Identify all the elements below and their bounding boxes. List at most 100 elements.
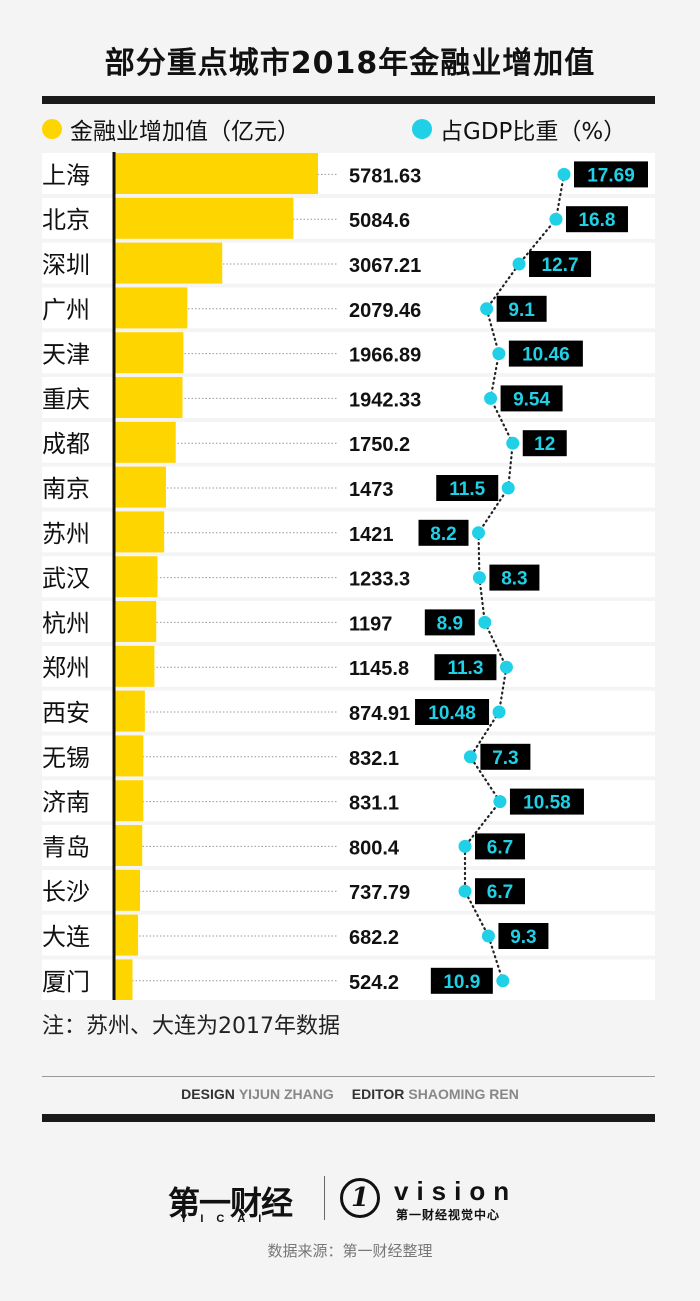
pct-label: 11.3 [447, 658, 483, 679]
pct-point [458, 839, 472, 853]
pct-point [501, 481, 515, 495]
pct-label: 16.8 [578, 210, 615, 231]
row-band [42, 959, 655, 1000]
category-label: 济南 [42, 789, 90, 817]
pct-point [458, 884, 472, 898]
bar [114, 825, 143, 866]
bar-value-label: 1421 [349, 524, 394, 546]
legend-dot-swatch [412, 119, 432, 139]
category-label: 长沙 [42, 878, 90, 906]
category-label: 武汉 [42, 565, 90, 593]
bar [114, 421, 176, 463]
category-label: 成都 [42, 430, 90, 458]
pct-point [496, 974, 510, 988]
bar-value-label: 831.1 [349, 793, 399, 815]
category-label: 苏州 [42, 520, 90, 548]
pct-point [492, 705, 506, 719]
legend-dot: 占GDP比重（%） [412, 112, 626, 146]
bar [114, 242, 223, 284]
bar-value-label: 737.79 [349, 882, 410, 904]
category-label: 厦门 [42, 968, 90, 996]
pct-point [472, 526, 486, 540]
design-label: DESIGN [181, 1086, 235, 1102]
pct-point [481, 929, 495, 943]
category-label: 西安 [42, 699, 90, 727]
bar [114, 197, 294, 239]
bar [114, 153, 318, 194]
pct-label: 10.9 [443, 972, 480, 993]
category-label: 天津 [42, 341, 90, 369]
bar [114, 735, 144, 777]
bar-value-label: 5084.6 [349, 210, 410, 232]
pct-point [472, 571, 486, 585]
pct-label: 8.2 [430, 524, 456, 545]
pct-label-box [475, 833, 525, 860]
pct-label: 17.69 [587, 165, 635, 186]
data-source: 数据来源：第一财经整理 [267, 1242, 433, 1260]
pct-label-box [489, 564, 540, 591]
bar-value-label: 1942.33 [349, 389, 421, 411]
pct-label: 8.9 [437, 613, 463, 634]
category-label: 深圳 [42, 251, 90, 279]
pct-point [512, 257, 526, 271]
credits: DESIGN YIJUN ZHANG EDITOR SHAOMING REN [0, 1086, 700, 1102]
pct-point [557, 167, 571, 181]
pct-label: 7.3 [492, 748, 518, 769]
bar [114, 690, 145, 732]
pct-label-box [508, 340, 583, 367]
bar-value-label: 1473 [349, 479, 394, 501]
bar-value-label: 5781.63 [349, 165, 421, 187]
bar-value-label: 1750.2 [349, 434, 410, 456]
pct-label-box [436, 475, 499, 501]
pct-point [499, 660, 513, 674]
yicai-logo: 第一财经 [168, 1184, 293, 1222]
bar [114, 869, 141, 911]
category-label: 北京 [42, 206, 90, 234]
pct-label-box [522, 430, 567, 457]
bar [114, 556, 158, 598]
pct-label-box [434, 654, 497, 681]
yicai-logo-sub: YICAI [180, 1213, 275, 1225]
vision-logo-word: vision [394, 1176, 518, 1206]
bar-value-label: 3067.21 [349, 255, 421, 277]
bar-value-label: 1966.89 [349, 345, 421, 367]
pct-label: 11.5 [449, 479, 485, 500]
pct-point [506, 436, 520, 450]
bar-value-label: 682.2 [349, 927, 399, 949]
pct-label: 8.3 [501, 569, 527, 590]
bottom-rule [42, 1114, 655, 1122]
bar-value-label: 832.1 [349, 748, 399, 770]
vision-logo-mark: 1 [340, 1178, 380, 1218]
pct-point [480, 302, 494, 316]
pct-label: 9.3 [510, 927, 536, 948]
pct-label-box [424, 609, 475, 636]
pct-label: 6.7 [487, 882, 513, 903]
bar [114, 466, 166, 508]
category-label: 青岛 [42, 833, 90, 861]
bar-value-label: 1233.3 [349, 569, 410, 591]
bar-value-label: 2079.46 [349, 300, 421, 322]
row-band [42, 914, 655, 956]
pct-label-box [475, 878, 525, 905]
pct-label-box [529, 251, 592, 277]
category-label: 郑州 [42, 654, 90, 682]
pct-label-box [430, 967, 493, 994]
pct-label: 12 [534, 434, 555, 455]
pct-label-box [565, 206, 628, 233]
chart-note: 注：苏州、大连为2017年数据 [42, 1014, 340, 1039]
pct-point [492, 347, 506, 361]
bar [114, 959, 133, 1000]
pct-label: 9.1 [508, 300, 535, 321]
legend-bar: 金融业增加值（亿元） [42, 112, 300, 146]
bar [114, 377, 183, 418]
pct-label: 10.46 [522, 345, 570, 366]
pct-point [493, 795, 507, 809]
category-label: 重庆 [42, 385, 90, 413]
legend-bar-label: 金融业增加值（亿元） [70, 119, 300, 145]
top-rule [42, 96, 655, 104]
pct-point [478, 615, 492, 629]
editor-label: EDITOR [351, 1086, 405, 1102]
pct-label: 12.7 [542, 255, 579, 276]
bar [114, 645, 155, 687]
editor-name: SHAOMING REN [408, 1086, 519, 1102]
